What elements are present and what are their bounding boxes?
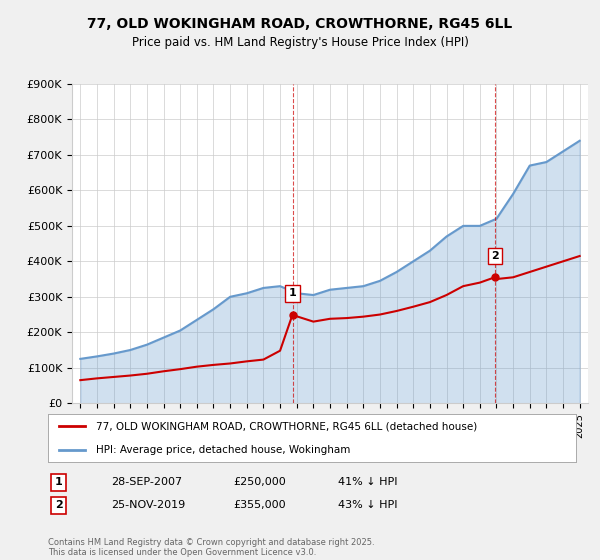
Text: £250,000: £250,000 bbox=[233, 477, 286, 487]
Text: 77, OLD WOKINGHAM ROAD, CROWTHORNE, RG45 6LL (detached house): 77, OLD WOKINGHAM ROAD, CROWTHORNE, RG45… bbox=[95, 421, 477, 431]
Text: 2: 2 bbox=[491, 251, 499, 261]
Text: Contains HM Land Registry data © Crown copyright and database right 2025.
This d: Contains HM Land Registry data © Crown c… bbox=[48, 538, 374, 557]
Text: 43% ↓ HPI: 43% ↓ HPI bbox=[338, 501, 398, 510]
Text: 28-SEP-2007: 28-SEP-2007 bbox=[112, 477, 182, 487]
Text: £355,000: £355,000 bbox=[233, 501, 286, 510]
Text: 1: 1 bbox=[55, 477, 62, 487]
Text: Price paid vs. HM Land Registry's House Price Index (HPI): Price paid vs. HM Land Registry's House … bbox=[131, 36, 469, 49]
Text: 2: 2 bbox=[55, 501, 62, 510]
Text: 1: 1 bbox=[289, 288, 296, 298]
Text: 41% ↓ HPI: 41% ↓ HPI bbox=[338, 477, 398, 487]
Text: HPI: Average price, detached house, Wokingham: HPI: Average price, detached house, Woki… bbox=[95, 445, 350, 455]
Text: 77, OLD WOKINGHAM ROAD, CROWTHORNE, RG45 6LL: 77, OLD WOKINGHAM ROAD, CROWTHORNE, RG45… bbox=[88, 17, 512, 31]
Text: 25-NOV-2019: 25-NOV-2019 bbox=[112, 501, 185, 510]
